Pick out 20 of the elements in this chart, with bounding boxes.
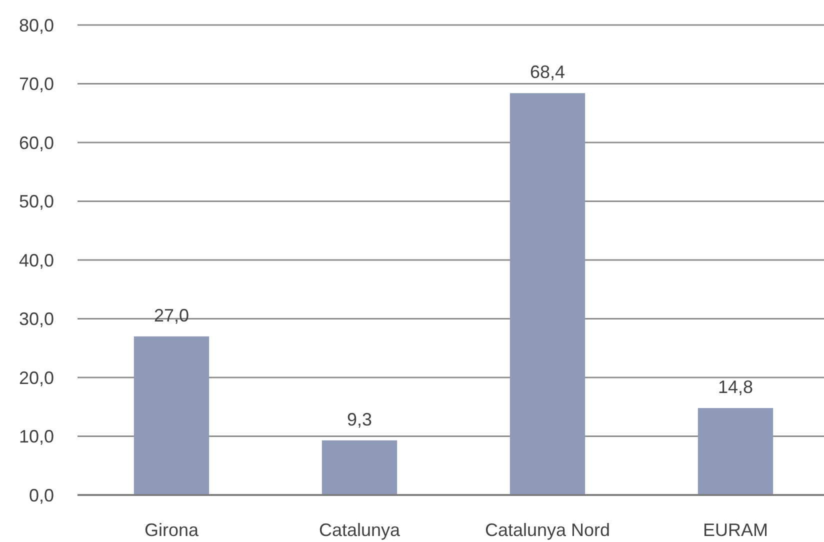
y-tick-label: 50,0 [18,192,54,212]
x-tick-label: EURAM [702,520,768,540]
bar [510,93,586,495]
y-tick-label: 60,0 [18,132,54,153]
data-label: 9,3 [346,409,372,430]
bar [134,336,210,495]
y-tick-label: 0,0 [28,485,54,506]
data-label: 68,4 [530,62,566,82]
y-tick-label: 40,0 [18,250,54,270]
y-tick-label: 80,0 [18,15,54,36]
data-label: 14,8 [718,377,754,398]
bar [322,440,398,495]
x-tick-label: Catalunya [318,520,402,540]
y-tick-label: 70,0 [18,74,54,94]
x-tick-label: Catalunya Nord [484,520,610,540]
y-tick-label: 30,0 [18,309,54,330]
x-tick-label: Girona [144,520,200,540]
y-tick-label: 10,0 [18,426,54,447]
bar [698,408,774,495]
y-tick-label: 20,0 [18,368,54,388]
